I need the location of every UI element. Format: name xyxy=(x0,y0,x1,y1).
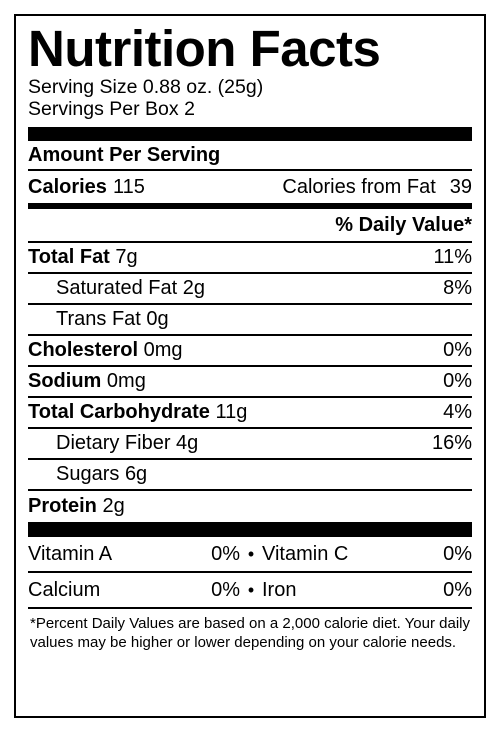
nutrient-amount: 0mg xyxy=(106,370,146,392)
vitamin-cell: Iron 0% xyxy=(262,579,472,602)
footnote: *Percent Daily Values are based on a 2,0… xyxy=(30,615,471,651)
vitamin-name: Vitamin C xyxy=(262,542,349,565)
nutrition-label: Nutrition Facts Serving Size 0.88 oz. (2… xyxy=(14,14,486,718)
nutrient-row-cholesterol: Cholesterol 0mg 0% xyxy=(28,336,472,367)
nutrient-row-trans-fat: Trans Fat 0g xyxy=(28,305,472,336)
vitamin-cell: Vitamin A 0% xyxy=(28,543,240,566)
nutrient-amount: 0g xyxy=(146,308,169,330)
nutrient-amount: 0mg xyxy=(143,339,183,361)
nutrient-row-saturated-fat: Saturated Fat 2g 8% xyxy=(28,274,472,305)
nutrient-name: Dietary Fiber xyxy=(56,432,171,454)
nutrient-amount: 2g xyxy=(182,277,205,299)
nutrient-dv: 4% xyxy=(443,401,472,423)
nutrient-name: Cholesterol xyxy=(28,339,139,361)
calories-cell: Calories 115 xyxy=(28,176,145,199)
nutrient-dv: 0% xyxy=(443,339,472,361)
nutrient-amount: 2g xyxy=(102,495,125,517)
calories-fat-cell: Calories from Fat 39 xyxy=(282,176,472,199)
nutrient-dv: 11% xyxy=(433,246,472,268)
nutrient-name: Total Carbohydrate xyxy=(28,401,210,423)
nutrient-dv: 16% xyxy=(431,432,472,454)
vitamin-dv: 0% xyxy=(211,542,240,565)
nutrient-row-sodium: Sodium 0mg 0% xyxy=(28,367,472,398)
label-title: Nutrition Facts xyxy=(28,20,381,77)
calories-value: 115 xyxy=(112,175,145,198)
nutrient-row-protein: Protein 2g xyxy=(28,491,472,522)
nutrient-row-sugars: Sugars 6g xyxy=(28,460,472,491)
nutrient-row-dietary-fiber: Dietary Fiber 4g 16% xyxy=(28,429,472,460)
nutrient-name: Trans Fat xyxy=(56,308,141,330)
nutrient-amount: 11g xyxy=(215,401,248,423)
vitamin-row-2: Calcium 0% • Iron 0% xyxy=(28,573,472,609)
nutrient-name: Total Fat xyxy=(28,246,110,268)
nutrient-amount: 6g xyxy=(124,463,148,485)
bullet-separator: • xyxy=(247,543,255,564)
calories-fat-value: 39 xyxy=(449,175,472,198)
vitamin-name: Iron xyxy=(262,578,297,601)
calories-label: Calories xyxy=(28,175,107,198)
thick-divider xyxy=(28,127,472,141)
nutrient-name: Protein xyxy=(28,495,97,517)
vitamin-cell: Calcium 0% xyxy=(28,579,240,602)
nutrient-row-total-fat: Total Fat 7g 11% xyxy=(28,243,472,274)
nutrient-row-total-carbohydrate: Total Carbohydrate 11g 4% xyxy=(28,398,472,429)
nutrient-amount: 7g xyxy=(115,246,138,268)
thick-divider xyxy=(28,522,472,537)
serving-size: Serving Size 0.88 oz. (25g) xyxy=(28,76,264,98)
nutrient-name: Saturated Fat xyxy=(56,277,178,299)
daily-value-header: % Daily Value* xyxy=(28,209,472,243)
vitamin-dv: 0% xyxy=(211,578,240,601)
vitamin-name: Vitamin A xyxy=(28,542,113,565)
servings-per-container: Servings Per Box 2 xyxy=(28,98,195,120)
nutrient-dv: 8% xyxy=(443,277,472,299)
vitamin-row-1: Vitamin A 0% • Vitamin C 0% xyxy=(28,537,472,573)
amount-per-serving: Amount Per Serving xyxy=(28,141,472,171)
vitamin-cell: Vitamin C 0% xyxy=(262,543,472,566)
vitamin-dv: 0% xyxy=(443,542,472,565)
medium-divider xyxy=(28,203,472,209)
vitamin-dv: 0% xyxy=(443,578,472,601)
calories-row: Calories 115 Calories from Fat 39 xyxy=(28,171,472,203)
calories-fat-label: Calories from Fat xyxy=(282,175,436,198)
nutrient-name: Sugars xyxy=(56,463,120,485)
nutrient-name: Sodium xyxy=(28,370,102,392)
nutrient-amount: 4g xyxy=(176,432,199,454)
nutrient-dv: 0% xyxy=(443,370,472,392)
bullet-separator: • xyxy=(247,579,255,600)
vitamin-name: Calcium xyxy=(28,578,101,601)
